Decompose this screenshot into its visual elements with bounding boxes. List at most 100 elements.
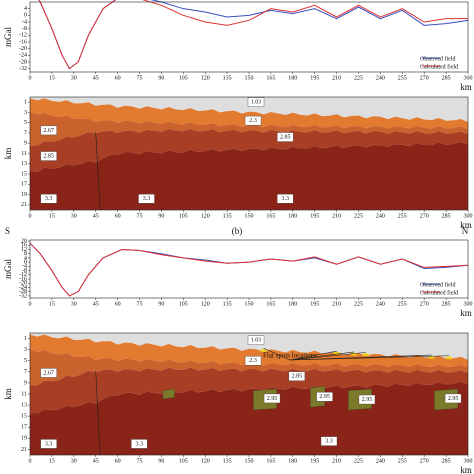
x-tick-label: 90 bbox=[158, 301, 164, 307]
x-tick-label: 105 bbox=[179, 301, 188, 307]
y-tick-label: 9 bbox=[24, 380, 27, 386]
y-tick-label: 3 bbox=[24, 347, 27, 353]
label-box bbox=[138, 193, 155, 204]
y-tick-label: -20 bbox=[19, 46, 27, 52]
x-tick-label: 150 bbox=[245, 213, 254, 219]
y-tick-label: 4 bbox=[24, 255, 27, 261]
x-tick-label: 135 bbox=[223, 75, 232, 81]
high-density-body bbox=[162, 388, 175, 400]
flat-spot bbox=[362, 353, 369, 356]
layer bbox=[30, 128, 468, 172]
arrow bbox=[289, 350, 337, 361]
y-axis-label: mGal bbox=[3, 27, 13, 47]
x-tick-label: 0 bbox=[29, 458, 32, 464]
x-tick-label: 45 bbox=[93, 458, 99, 464]
y-tick-label: -8 bbox=[22, 26, 27, 32]
y-tick-label: 7 bbox=[24, 130, 27, 136]
x-tick-label: 150 bbox=[245, 458, 254, 464]
legend-label: Observed field bbox=[420, 281, 456, 288]
y-tick-label: 20 bbox=[21, 238, 27, 244]
density-label: 2.3 bbox=[249, 358, 257, 364]
x-tick-label: 105 bbox=[179, 213, 188, 219]
x-tick-label: 165 bbox=[266, 75, 275, 81]
x-tick-label: 150 bbox=[245, 75, 254, 81]
arrow bbox=[289, 355, 450, 361]
x-tick-label: 120 bbox=[201, 458, 210, 464]
x-tick-label: 60 bbox=[115, 213, 121, 219]
label-box bbox=[444, 393, 462, 404]
y-tick-label: 11 bbox=[21, 391, 27, 397]
x-tick-label: 210 bbox=[332, 458, 341, 464]
layer bbox=[30, 112, 468, 146]
density-label: 2.95 bbox=[267, 396, 278, 402]
flat-spot bbox=[351, 352, 358, 356]
y-tick-label: 8 bbox=[24, 251, 27, 257]
x-tick-label: 255 bbox=[398, 458, 407, 464]
layer bbox=[30, 367, 468, 414]
x-tick-label: 225 bbox=[354, 213, 363, 219]
label-box bbox=[277, 193, 294, 204]
layer bbox=[30, 98, 468, 130]
x-axis-label: km bbox=[460, 82, 472, 92]
x-axis-label: km bbox=[460, 308, 472, 318]
y-tick-label: -32 bbox=[19, 66, 27, 72]
plot-frame bbox=[29, 1, 469, 73]
layer bbox=[30, 334, 468, 368]
x-tick-label: 270 bbox=[420, 458, 429, 464]
x-tick-label: 60 bbox=[115, 75, 121, 81]
data-line bbox=[29, 242, 469, 297]
x-tick-label: 270 bbox=[420, 301, 429, 307]
y-tick-label: 1 bbox=[24, 100, 27, 106]
x-tick-label: 30 bbox=[71, 458, 77, 464]
x-tick-label: 60 bbox=[115, 458, 121, 464]
y-tick-label: -28 bbox=[19, 59, 27, 65]
label-box bbox=[130, 439, 148, 449]
x-tick-label: 0 bbox=[29, 75, 32, 81]
x-tick-label: 90 bbox=[158, 75, 164, 81]
x-tick-label: 210 bbox=[332, 75, 341, 81]
x-tick-label: 0 bbox=[29, 301, 32, 307]
label-box bbox=[247, 97, 265, 107]
density-section: 1.032.32.672.852.853.3 3.3 3.3135791113151… bbox=[3, 96, 473, 230]
x-tick-label: 165 bbox=[266, 213, 275, 219]
y-tick-label: -4 bbox=[22, 264, 27, 270]
x-tick-label: 165 bbox=[266, 458, 275, 464]
y-tick-label: 17 bbox=[21, 425, 27, 431]
label-box bbox=[40, 368, 57, 378]
x-tick-label: 225 bbox=[354, 458, 363, 464]
x-tick-label: 75 bbox=[137, 213, 143, 219]
x-tick-label: 75 bbox=[137, 458, 143, 464]
label-box bbox=[40, 193, 57, 204]
y-tick-label: -24 bbox=[19, 53, 27, 59]
x-tick-label: 180 bbox=[288, 458, 297, 464]
density-label: 1.03 bbox=[251, 100, 262, 106]
label-box bbox=[316, 392, 333, 402]
x-tick-label: 120 bbox=[201, 301, 210, 307]
y-tick-label: 4 bbox=[24, 6, 27, 12]
density-label: 2.95 bbox=[448, 396, 459, 402]
x-tick-label: 180 bbox=[288, 301, 297, 307]
y-tick-label: 16 bbox=[21, 243, 27, 249]
x-tick-label: 225 bbox=[354, 301, 363, 307]
x-tick-label: 15 bbox=[49, 301, 55, 307]
label-box bbox=[40, 125, 57, 136]
x-tick-label: 195 bbox=[310, 301, 319, 307]
y-tick-label: 5 bbox=[24, 358, 27, 364]
layer bbox=[30, 142, 468, 210]
label-box bbox=[247, 335, 265, 345]
legend-label: Observed field bbox=[420, 55, 456, 62]
y-tick-label: 13 bbox=[21, 161, 27, 167]
x-tick-label: 300 bbox=[464, 213, 473, 219]
y-tick-label: -8 bbox=[22, 268, 27, 274]
x-tick-label: 270 bbox=[420, 75, 429, 81]
x-tick-label: 75 bbox=[137, 75, 143, 81]
flat-spot bbox=[260, 349, 267, 352]
x-tick-label: 75 bbox=[137, 301, 143, 307]
density-label: 2.85 bbox=[292, 374, 303, 380]
x-tick-label: 0 bbox=[29, 213, 32, 219]
x-tick-label: 45 bbox=[93, 301, 99, 307]
plot-frame bbox=[29, 239, 469, 299]
density-label: 2.95 bbox=[362, 397, 373, 403]
